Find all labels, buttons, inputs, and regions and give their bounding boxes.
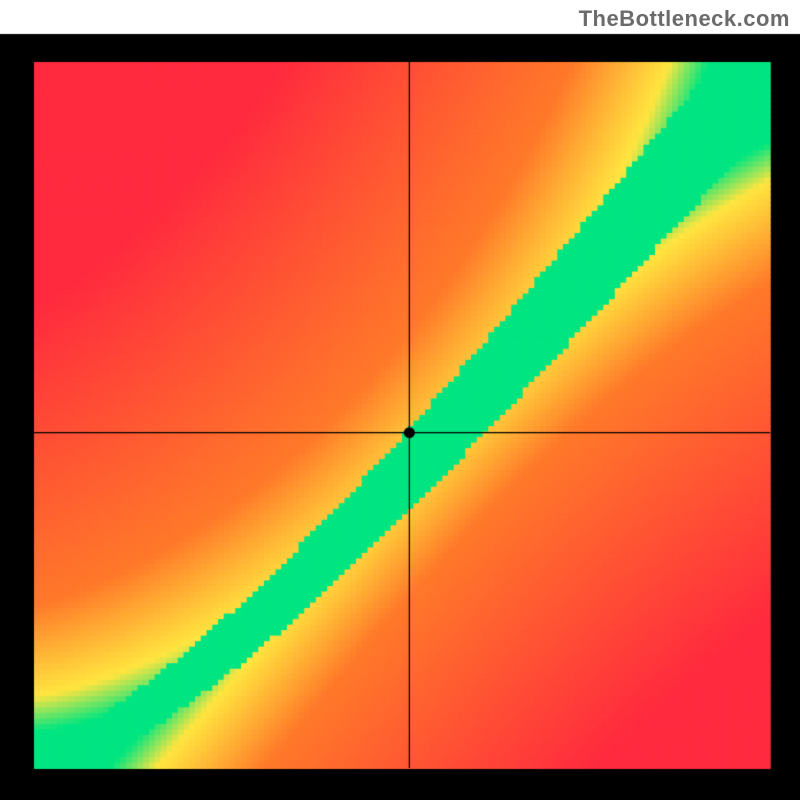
chart-container: TheBottleneck.com: [0, 0, 800, 800]
watermark-text: TheBottleneck.com: [579, 6, 790, 32]
bottleneck-heatmap: [0, 0, 800, 800]
